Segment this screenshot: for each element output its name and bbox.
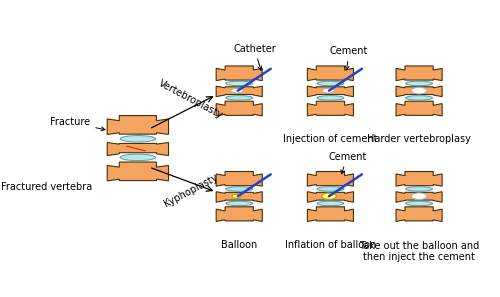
Text: Cement: Cement (328, 151, 366, 174)
Polygon shape (396, 192, 442, 202)
Text: Fractured vertebra: Fractured vertebra (1, 182, 92, 192)
Text: Fracture: Fracture (50, 118, 105, 131)
Polygon shape (396, 172, 442, 186)
Polygon shape (107, 116, 168, 135)
Text: Inflation of balloon: Inflation of balloon (285, 240, 376, 250)
Ellipse shape (317, 81, 344, 86)
Polygon shape (216, 207, 262, 222)
Polygon shape (396, 101, 442, 116)
Ellipse shape (406, 201, 432, 206)
Ellipse shape (120, 135, 156, 142)
Text: Kyphoplasty: Kyphoplasty (162, 172, 220, 209)
Polygon shape (308, 207, 354, 222)
Polygon shape (308, 66, 354, 81)
Ellipse shape (406, 96, 432, 100)
Polygon shape (107, 162, 168, 181)
Polygon shape (396, 207, 442, 222)
Text: Cement: Cement (330, 46, 368, 70)
Ellipse shape (412, 87, 427, 94)
Ellipse shape (120, 154, 156, 161)
Ellipse shape (412, 193, 427, 200)
Ellipse shape (322, 88, 334, 93)
Ellipse shape (322, 193, 336, 199)
Text: Injection of cement: Injection of cement (283, 134, 378, 144)
Polygon shape (216, 86, 262, 97)
Ellipse shape (406, 187, 432, 191)
Polygon shape (396, 86, 442, 97)
Ellipse shape (317, 96, 344, 100)
Ellipse shape (317, 201, 344, 206)
Text: Balloon: Balloon (221, 240, 258, 250)
Ellipse shape (226, 201, 252, 206)
Polygon shape (308, 86, 354, 97)
Text: Vertebroplasty: Vertebroplasty (157, 78, 225, 121)
Ellipse shape (226, 187, 252, 191)
Polygon shape (216, 101, 262, 116)
Text: Take out the balloon and
then inject the cement: Take out the balloon and then inject the… (359, 241, 479, 262)
Ellipse shape (230, 88, 243, 93)
Polygon shape (308, 172, 354, 186)
Polygon shape (107, 143, 168, 156)
Polygon shape (308, 192, 354, 202)
Ellipse shape (317, 187, 344, 191)
Text: Catheter: Catheter (233, 44, 276, 70)
Polygon shape (396, 66, 442, 81)
Ellipse shape (406, 81, 432, 86)
Polygon shape (216, 192, 262, 202)
Ellipse shape (226, 81, 252, 86)
Text: Harder vertebroplasy: Harder vertebroplasy (367, 134, 471, 144)
Polygon shape (216, 172, 262, 186)
Polygon shape (308, 101, 354, 116)
Ellipse shape (232, 194, 240, 198)
Ellipse shape (226, 96, 252, 100)
Polygon shape (216, 66, 262, 81)
